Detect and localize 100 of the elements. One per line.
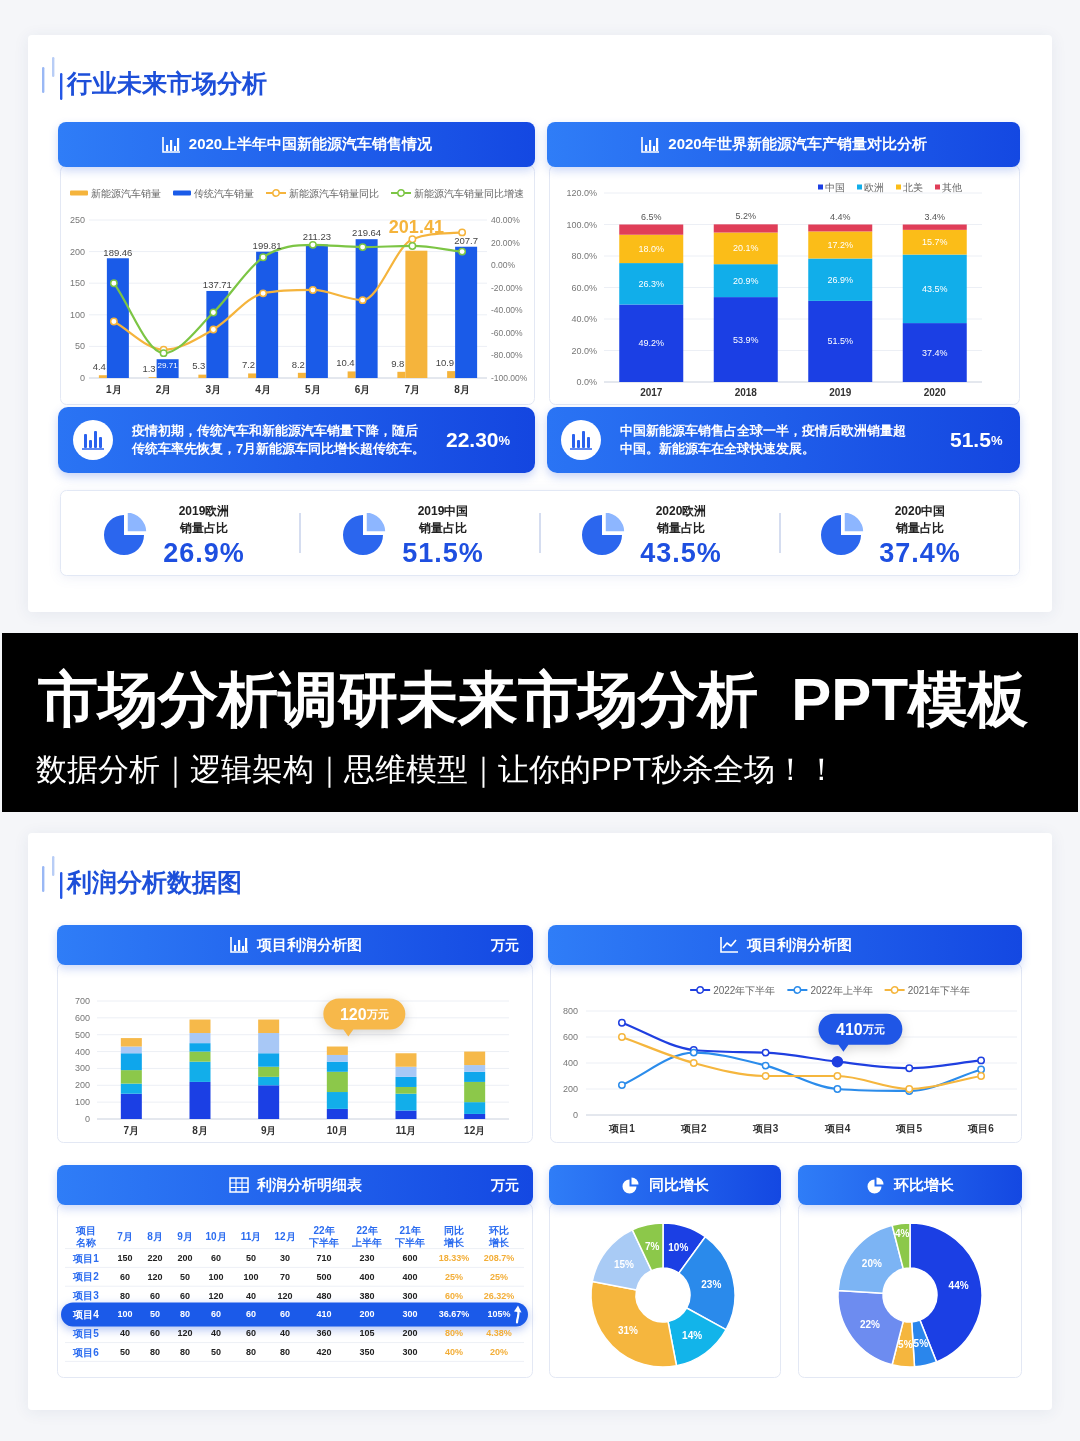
x-tick-label: 12月 — [464, 1124, 486, 1136]
chart-title: 利润分析明细表 — [256, 1175, 362, 1195]
legend-label: 中国 — [825, 181, 845, 193]
y2-tick-label: 20.00% — [491, 237, 521, 248]
data-label: 8.2 — [291, 358, 305, 370]
data-label: 80 — [279, 1347, 291, 1357]
legend-label: 北美 — [903, 181, 923, 193]
y-tick-label: 项目1 — [72, 1252, 100, 1264]
data-label: 500 — [316, 1271, 332, 1282]
x-tick-label: 7月 — [123, 1124, 140, 1136]
legend-label: 欧洲 — [864, 181, 884, 193]
y-tick-label: 400 — [74, 1046, 90, 1057]
y-tick-label: 项目5 — [72, 1327, 100, 1339]
text: 2019中国 — [417, 504, 469, 518]
data-label: 60 — [279, 1309, 291, 1320]
y-tick-label: 50 — [74, 341, 85, 352]
text: 行业未来市场分析 — [67, 68, 267, 99]
y2-tick-label: -100.00% — [491, 373, 528, 383]
x-tick-label: 项目6 — [967, 1122, 995, 1134]
y-tick-label: 600 — [562, 1032, 578, 1042]
y-tick-label: 0 — [572, 1110, 578, 1120]
data-label: 9.8 — [391, 357, 405, 369]
data-label: 219.64 — [352, 227, 382, 239]
data-label: 40 — [245, 1290, 257, 1301]
data-label: 23% — [701, 1278, 722, 1290]
data-label: 4.38% — [486, 1328, 512, 1339]
data-label: 100 — [208, 1271, 224, 1282]
y-tick-label: 0.0% — [576, 377, 597, 387]
data-label: 49.2% — [638, 338, 665, 349]
data-label: 40 — [210, 1328, 222, 1339]
legend-label: 传统汽车销量 — [194, 187, 254, 199]
data-label: 22% — [859, 1318, 881, 1330]
text: 销量占比 — [656, 521, 705, 535]
x-tick-label: 9月 — [177, 1230, 193, 1242]
x-tick-label: 10月 — [326, 1124, 348, 1136]
text: 利润分析数据图 — [67, 867, 242, 898]
data-label: 30 — [279, 1253, 291, 1263]
x-tick-label: 10月 — [205, 1230, 227, 1242]
chart-title: 同比增长 — [649, 1175, 709, 1195]
x-tick-label: 项目2 — [679, 1122, 707, 1134]
y-axis-title: 项目名称 — [75, 1225, 97, 1248]
data-label: 80 — [149, 1347, 161, 1357]
legend-label: 2021年下半年 — [907, 984, 970, 996]
text: 37.4% — [879, 538, 961, 568]
y-tick-label: 80.0% — [571, 251, 597, 261]
text: 疫情初期，传统汽车和新能源汽车销量下降，随后传统车率先恢复，7月新能源车同比增长超传统车。 — [132, 422, 427, 458]
chart-title: 环比增长 — [894, 1175, 954, 1195]
x-tick-label: 9月 — [260, 1124, 277, 1136]
x-tick-label: 7月 — [117, 1230, 133, 1242]
x-tick-label: 11月 — [395, 1124, 417, 1136]
data-label: 80 — [245, 1347, 257, 1357]
data-label: 50 — [245, 1253, 257, 1263]
data-label: 43.5% — [921, 283, 948, 294]
chart-title: 项目利润分析图 — [256, 935, 362, 955]
x-tick-label: 21年下半年 — [394, 1225, 425, 1248]
text: 43.5% — [640, 538, 722, 568]
legend-label: 新能源汽车销量同比增速 — [414, 187, 524, 199]
y-tick-label: 20.0% — [571, 345, 597, 356]
data-label: 20% — [489, 1347, 509, 1357]
chart-subtitle: 万元 — [491, 1176, 519, 1195]
y-tick-label: 700 — [74, 996, 90, 1006]
data-label: 400 — [402, 1271, 418, 1282]
data-label: 137.71 — [202, 279, 232, 291]
x-tick-label: 2月 — [155, 383, 172, 395]
data-label: 710 — [316, 1253, 332, 1263]
data-label: 4.4 — [92, 360, 106, 372]
data-label: 50 — [179, 1271, 191, 1282]
x-tick-label: 环比增长 — [488, 1225, 510, 1248]
data-label: 6.5% — [640, 211, 662, 222]
data-label: 60 — [245, 1309, 257, 1320]
x-tick-label: 项目1 — [608, 1122, 636, 1134]
data-label: 80 — [179, 1347, 191, 1357]
data-label: 4.4% — [829, 211, 851, 222]
data-label: 60 — [210, 1309, 222, 1320]
text: 2019欧洲 — [178, 504, 230, 518]
text: 2020中国 — [894, 504, 946, 518]
data-label: 26.32% — [483, 1290, 515, 1301]
data-label: 350 — [359, 1347, 375, 1357]
data-label: 25% — [444, 1271, 464, 1282]
data-label: 380 — [359, 1290, 375, 1301]
x-tick-label: 8月 — [192, 1124, 208, 1136]
x-tick-label: 项目5 — [895, 1122, 923, 1134]
y-tick-label: 600 — [74, 1012, 90, 1023]
y-tick-label: 250 — [69, 215, 85, 225]
text: 2020欧洲 — [655, 504, 707, 518]
data-label: 10.4 — [336, 357, 355, 369]
data-label: 200 — [402, 1328, 418, 1339]
data-label: 60 — [119, 1271, 131, 1282]
data-label: 5.2% — [735, 211, 757, 222]
x-tick-label: 8月 — [147, 1230, 163, 1242]
x-tick-label: 7月 — [404, 383, 421, 395]
x-tick-label: 6月 — [354, 383, 371, 395]
data-label: 80 — [179, 1309, 191, 1320]
text: 中国新能源车销售占全球一半，疫情后欧洲销量超中国。新能源车在全球快速发展。 — [620, 422, 907, 458]
data-label: 200 — [359, 1309, 375, 1320]
data-label: 1.3 — [142, 362, 156, 374]
y-tick-label: 800 — [562, 1006, 578, 1016]
y-tick-label: 100.0% — [566, 219, 597, 230]
data-label: 15% — [613, 1259, 634, 1271]
y-tick-label: 0 — [79, 373, 85, 383]
